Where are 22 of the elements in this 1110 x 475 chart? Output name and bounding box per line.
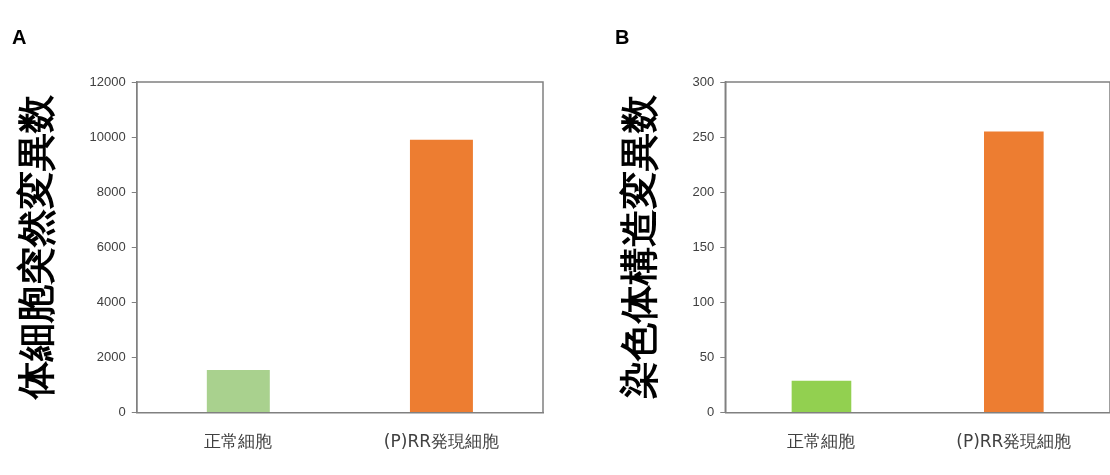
- y-tick-label: 4000: [96, 293, 126, 309]
- y-tick-label: 300: [692, 73, 715, 89]
- chart-title: B: [615, 25, 630, 48]
- y-tick-label: 12000: [89, 73, 126, 89]
- x-tick-label: 正常細胞: [787, 431, 856, 452]
- y-tick-label: 250: [692, 128, 715, 144]
- y-tick-label: 150: [692, 238, 715, 254]
- y-tick-label: 50: [699, 349, 715, 365]
- y-tick-label: 8000: [96, 183, 126, 199]
- y-tick-label: 10000: [89, 128, 126, 144]
- x-tick-label: (P)RR発現細胞: [956, 431, 1072, 452]
- y-tick-label: 100: [692, 293, 715, 309]
- y-tick-label: 200: [692, 183, 715, 199]
- chart-title: A: [12, 25, 27, 48]
- y-tick-label: 0: [707, 404, 715, 420]
- y-tick-label: 6000: [96, 238, 126, 254]
- y-axis-title: 染色体構造変異数: [616, 94, 661, 400]
- y-tick-label: 2000: [96, 349, 126, 365]
- x-tick-label: 正常細胞: [204, 431, 273, 452]
- y-tick-label: 0: [118, 404, 126, 420]
- y-axis-title: 体細胞突然変異数: [13, 94, 58, 402]
- x-tick-label: (P)RR発現細胞: [383, 431, 500, 452]
